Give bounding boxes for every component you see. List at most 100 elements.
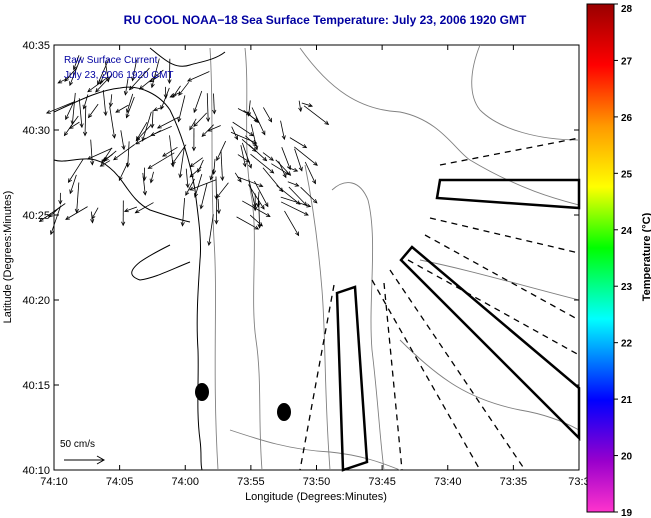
radar-sector-line bbox=[424, 234, 580, 321]
current-vector bbox=[162, 146, 178, 157]
current-vector bbox=[263, 107, 273, 123]
current-vector bbox=[262, 152, 274, 161]
current-vector bbox=[251, 107, 266, 136]
x-axis-ticks: 74:10 74:05 74:00 73:55 73:50 73:45 73:40 73:35… bbox=[40, 45, 590, 488]
current-vector bbox=[205, 93, 211, 123]
colorbar-tick-label: 21 bbox=[621, 395, 633, 406]
current-vector bbox=[67, 158, 84, 184]
current-vector bbox=[150, 125, 172, 136]
depth-contour-1 bbox=[209, 47, 219, 471]
surface-current-vectors bbox=[38, 55, 330, 247]
current-vector bbox=[171, 144, 187, 165]
current-vector bbox=[104, 61, 110, 83]
current-vector bbox=[86, 147, 113, 160]
current-vector bbox=[115, 104, 129, 113]
current-vector bbox=[131, 59, 138, 82]
current-vector bbox=[63, 115, 79, 137]
y-tick-label: 40:10 bbox=[22, 465, 50, 477]
radar-sector-lines bbox=[299, 137, 580, 471]
y-axis-ticks: 40:35 40:30 40:25 40:20 40:15 40:10 bbox=[22, 40, 579, 477]
current-vector bbox=[78, 98, 84, 129]
current-vector bbox=[220, 150, 225, 182]
current-vector bbox=[214, 195, 219, 225]
current-vector bbox=[249, 114, 259, 122]
current-vector bbox=[185, 168, 190, 189]
current-vector bbox=[120, 130, 126, 151]
current-vector bbox=[248, 184, 265, 210]
sampling-box-north bbox=[435, 178, 581, 210]
x-tick-label: 73:35 bbox=[500, 476, 528, 488]
current-vector bbox=[262, 167, 284, 193]
annotation-line-1: Raw Surface Current bbox=[64, 55, 158, 66]
current-vector bbox=[72, 55, 80, 71]
current-vector bbox=[250, 124, 259, 151]
current-vector bbox=[150, 58, 160, 89]
current-vector bbox=[214, 176, 219, 201]
current-vector bbox=[240, 145, 247, 168]
current-vector bbox=[134, 202, 154, 214]
current-vector bbox=[197, 159, 204, 174]
y-axis-title: Latitude (Degrees:Minutes) bbox=[2, 191, 14, 324]
coastline-bay bbox=[131, 244, 191, 281]
colorbar bbox=[586, 3, 615, 513]
current-vector bbox=[254, 180, 269, 208]
current-vector bbox=[128, 67, 150, 91]
current-vector bbox=[82, 94, 89, 110]
current-vector bbox=[304, 161, 316, 185]
x-tick-label: 73:3 bbox=[568, 476, 589, 488]
current-vector bbox=[178, 146, 185, 179]
current-vector bbox=[180, 197, 186, 227]
current-vector bbox=[280, 201, 309, 216]
current-vector bbox=[212, 93, 217, 115]
current-vector bbox=[108, 94, 113, 108]
current-vector bbox=[123, 206, 138, 213]
current-vector bbox=[189, 179, 217, 191]
current-vector bbox=[125, 141, 131, 168]
colorbar-tick-label: 27 bbox=[621, 56, 633, 67]
coastline-north bbox=[149, 47, 226, 67]
radar-sector-line bbox=[299, 284, 335, 471]
x-tick-label: 74:00 bbox=[171, 476, 199, 488]
current-vector bbox=[241, 138, 257, 153]
current-vector bbox=[38, 203, 66, 223]
current-vector bbox=[90, 211, 95, 224]
current-vector bbox=[83, 105, 88, 137]
colorbar-ticks: 28 27 26 25 24 23 22 21 20 19 bbox=[614, 3, 633, 518]
current-vector bbox=[288, 186, 308, 207]
radar-sector-line bbox=[429, 217, 580, 254]
current-vector bbox=[104, 150, 117, 162]
current-vector bbox=[167, 58, 172, 85]
current-vector bbox=[169, 92, 181, 98]
x-tick-label: 73:55 bbox=[237, 476, 265, 488]
y-tick-label: 40:15 bbox=[22, 380, 50, 392]
current-vector bbox=[58, 192, 63, 205]
current-vector bbox=[87, 103, 99, 119]
colorbar-tick-label: 23 bbox=[621, 282, 633, 293]
current-vector bbox=[287, 166, 299, 172]
current-vector bbox=[250, 153, 275, 174]
current-vector bbox=[95, 74, 113, 93]
current-vector bbox=[99, 74, 105, 85]
current-vector bbox=[156, 116, 180, 129]
current-vector bbox=[193, 90, 203, 114]
current-vector bbox=[256, 191, 261, 208]
colorbar-tick-label: 25 bbox=[621, 169, 633, 180]
current-vector bbox=[284, 210, 300, 237]
current-vector bbox=[45, 101, 74, 114]
x-tick-label: 74:05 bbox=[106, 476, 134, 488]
current-vector bbox=[189, 118, 197, 131]
current-vector bbox=[147, 152, 175, 169]
x-axis-title: Longitude (Degrees:Minutes) bbox=[245, 491, 387, 503]
plot-frame bbox=[53, 44, 580, 471]
coastline bbox=[53, 86, 203, 471]
current-vector bbox=[207, 214, 214, 247]
current-vector bbox=[193, 112, 208, 128]
radar-sector-line bbox=[439, 137, 580, 166]
current-vector bbox=[177, 95, 186, 123]
current-vector bbox=[90, 139, 95, 166]
current-vector bbox=[136, 121, 148, 141]
y-tick-label: 40:20 bbox=[22, 295, 50, 307]
current-vector bbox=[300, 186, 318, 204]
current-vector bbox=[236, 176, 264, 188]
y-tick-label: 40:30 bbox=[22, 125, 50, 137]
